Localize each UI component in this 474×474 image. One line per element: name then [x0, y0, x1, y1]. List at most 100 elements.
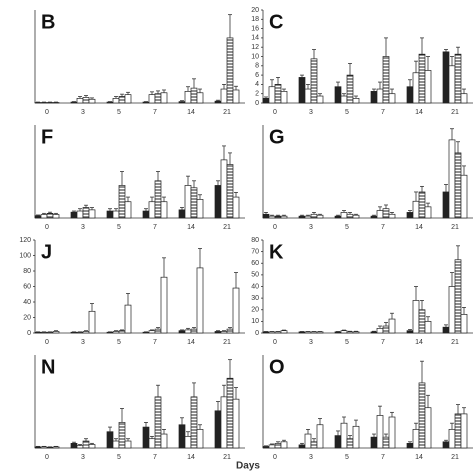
x-tick-label: 21 — [451, 224, 459, 231]
x-tick-label: 7 — [381, 224, 385, 231]
bar — [352, 331, 360, 334]
x-tick-label: 3 — [309, 339, 313, 346]
bar — [160, 92, 168, 104]
bar — [142, 210, 150, 219]
bar — [40, 446, 48, 449]
y-tick-label: 60 — [23, 283, 31, 290]
bar — [118, 330, 126, 334]
bar — [82, 207, 90, 219]
x-tick-label: 21 — [451, 454, 459, 461]
bar — [268, 215, 276, 219]
x-tick-label: 7 — [381, 109, 385, 116]
y-tick-label: 100 — [19, 252, 31, 259]
bar — [154, 396, 162, 449]
bar — [424, 407, 432, 449]
bar — [196, 92, 204, 104]
bar — [112, 440, 120, 449]
bar — [34, 331, 42, 334]
bar — [124, 94, 132, 104]
x-tick-label: 7 — [153, 339, 157, 346]
bar — [232, 196, 240, 219]
bar — [268, 331, 276, 334]
bar — [316, 214, 324, 219]
bar — [184, 185, 192, 219]
bar — [424, 206, 432, 219]
bar — [274, 215, 282, 219]
bar — [412, 72, 420, 104]
bar — [388, 93, 396, 104]
y-tick-label: 80 — [251, 237, 259, 244]
x-tick-label: 14 — [415, 224, 423, 231]
x-tick-label: 5 — [117, 339, 121, 346]
bar — [76, 331, 84, 334]
bar — [70, 101, 78, 104]
bar — [454, 413, 462, 449]
y-tick-label: 12 — [251, 44, 259, 51]
bar — [232, 89, 240, 104]
bar — [370, 215, 378, 219]
x-tick-label: 7 — [381, 454, 385, 461]
y-tick-label: 16 — [251, 25, 259, 32]
bar — [88, 98, 96, 104]
bar — [460, 314, 468, 334]
bar — [148, 201, 156, 219]
bar — [76, 97, 84, 104]
bar — [412, 300, 420, 334]
panel-letter: K — [269, 241, 284, 263]
bar — [454, 259, 462, 334]
bar — [220, 88, 228, 104]
bar — [196, 199, 204, 219]
bar — [448, 139, 456, 219]
panel-letter: C — [269, 11, 283, 33]
bar — [190, 328, 198, 334]
y-tick-label: 10 — [251, 53, 259, 60]
x-tick-label: 7 — [381, 339, 385, 346]
bar — [382, 436, 390, 449]
bar — [310, 331, 318, 334]
panel-letter: J — [41, 241, 52, 263]
bar — [334, 86, 342, 104]
bar — [232, 287, 240, 334]
bar — [418, 191, 426, 219]
bar — [160, 276, 168, 334]
x-tick-label: 21 — [451, 109, 459, 116]
y-tick-label: 40 — [23, 299, 31, 306]
bar — [184, 436, 192, 449]
bar — [310, 213, 318, 219]
bar — [316, 424, 324, 449]
bar — [214, 410, 222, 449]
y-tick-label: 20 — [251, 7, 259, 14]
bar — [154, 180, 162, 219]
bar — [388, 416, 396, 449]
bar — [346, 74, 354, 104]
bar — [298, 331, 306, 334]
bar — [388, 213, 396, 219]
bar — [274, 331, 282, 334]
bar — [274, 443, 282, 449]
x-tick-label: 0 — [45, 224, 49, 231]
bar — [34, 215, 42, 219]
bar — [442, 326, 450, 334]
bar — [46, 446, 54, 449]
bar — [442, 441, 450, 449]
bar — [70, 443, 78, 449]
bar — [82, 440, 90, 449]
y-tick-label: 60 — [251, 260, 259, 267]
x-tick-label: 21 — [223, 224, 231, 231]
bar — [406, 212, 414, 219]
bar — [268, 86, 276, 104]
bar — [418, 53, 426, 104]
x-tick-label: 5 — [117, 109, 121, 116]
bar — [124, 440, 132, 449]
bar — [112, 97, 120, 104]
x-tick-label: 14 — [187, 224, 195, 231]
bar — [376, 328, 384, 334]
bar — [334, 215, 342, 219]
bar — [178, 101, 186, 104]
bar — [370, 331, 378, 334]
bar — [280, 330, 288, 334]
bar — [274, 84, 282, 104]
bar — [262, 97, 270, 104]
x-tick-label: 0 — [45, 109, 49, 116]
bar — [376, 210, 384, 219]
